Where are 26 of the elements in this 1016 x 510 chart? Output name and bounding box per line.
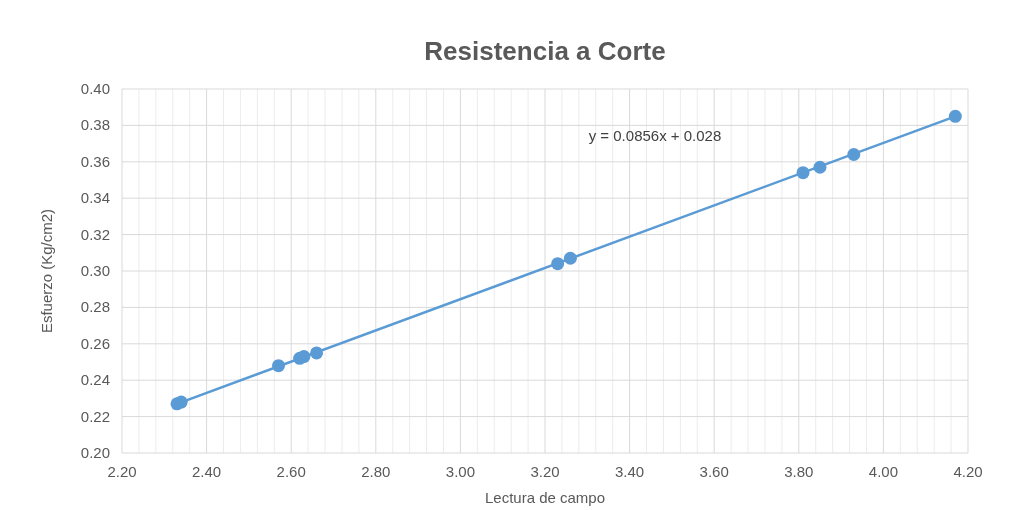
y-tick-label: 0.28 — [80, 298, 110, 316]
chart-title: Resistencia a Corte — [424, 36, 666, 66]
x-tick-label: 2.40 — [192, 463, 222, 480]
y-tick-label: 0.34 — [80, 189, 110, 207]
y-tick-label: 0.22 — [80, 407, 110, 425]
y-tick-label: 0.30 — [80, 262, 110, 279]
x-tick-label: 3.40 — [615, 463, 645, 480]
y-tick-label: 0.24 — [80, 371, 110, 389]
y-axis-title: Esfuerzo (Kg/cm2) — [38, 208, 55, 334]
x-tick-label: 2.60 — [276, 463, 306, 480]
y-tick-label: 0.38 — [80, 116, 110, 134]
y-tick-label: 0.20 — [80, 444, 110, 461]
y-tick-label: 0.36 — [80, 152, 110, 170]
x-tick-label: 3.60 — [699, 463, 729, 480]
annotation: y = 0.0856x + 0.028 — [588, 127, 722, 144]
x-tick-label: 4.00 — [868, 463, 898, 480]
x-tick-label: 3.00 — [445, 463, 475, 480]
y-tick-label: 0.32 — [80, 225, 110, 243]
x-tick-label: 3.80 — [784, 463, 814, 480]
x-tick-label: 4.20 — [953, 463, 983, 480]
x-tick-label: 2.80 — [361, 463, 391, 480]
x-tick-label: 3.20 — [530, 463, 560, 480]
y-tick-label: 0.26 — [80, 334, 110, 352]
y-tick-label: 0.40 — [80, 80, 110, 97]
x-axis-title: Lectura de campo — [484, 489, 606, 506]
x-tick-label: 2.20 — [107, 463, 137, 480]
